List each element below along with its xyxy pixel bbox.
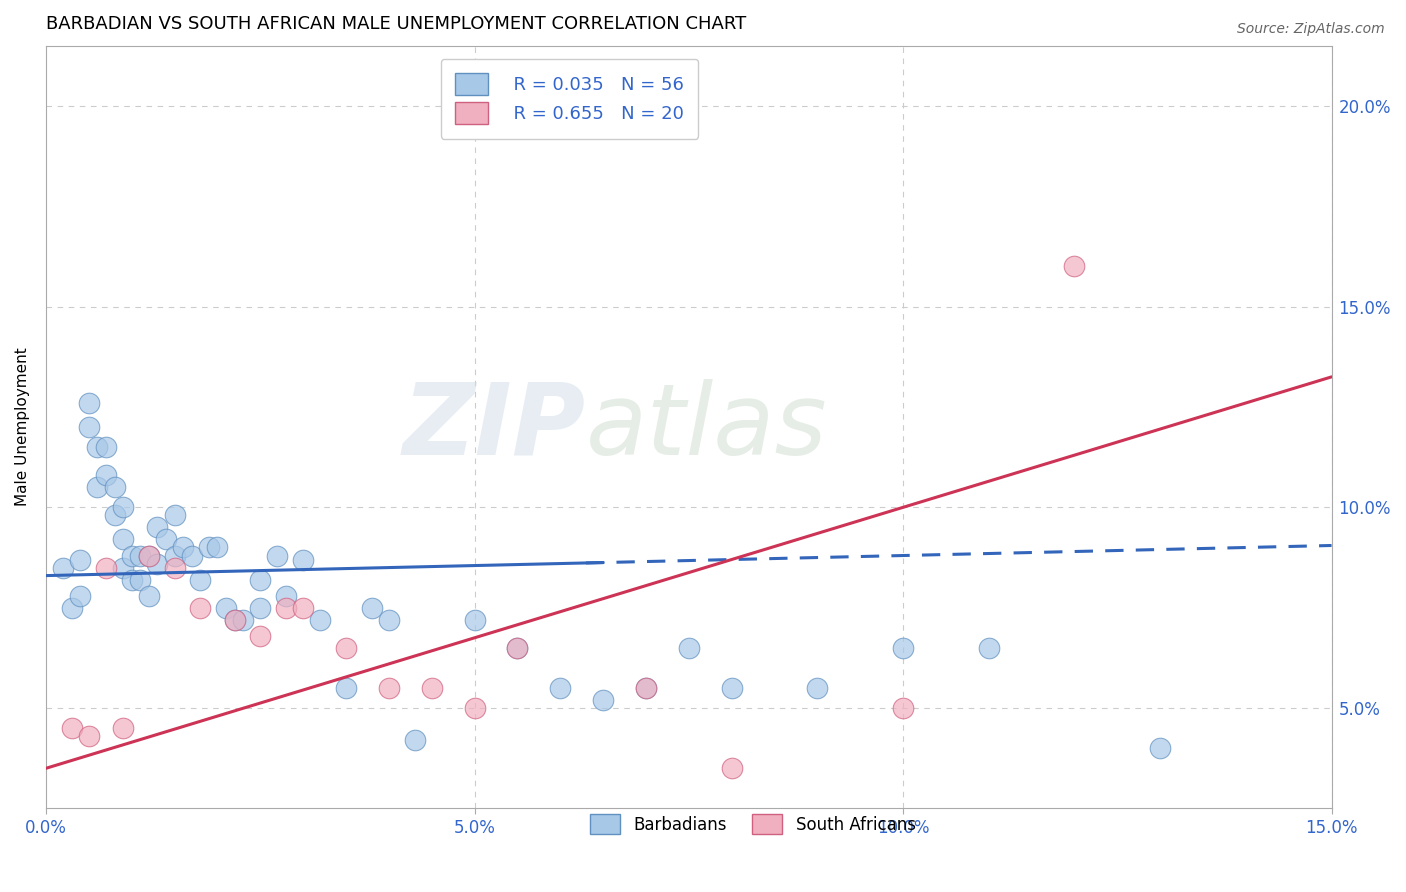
Point — [112, 500, 135, 515]
Point — [335, 640, 357, 655]
Point — [129, 573, 152, 587]
Point — [94, 560, 117, 574]
Point — [292, 552, 315, 566]
Point — [977, 640, 1000, 655]
Y-axis label: Male Unemployment: Male Unemployment — [15, 348, 30, 507]
Point — [207, 541, 229, 555]
Point — [215, 600, 238, 615]
Text: ZIP: ZIP — [404, 378, 586, 475]
Point — [404, 733, 426, 747]
Point — [112, 533, 135, 547]
Point — [891, 701, 914, 715]
Point — [720, 761, 742, 775]
Point — [188, 573, 211, 587]
Point — [52, 560, 75, 574]
Point — [506, 640, 529, 655]
Point — [463, 701, 485, 715]
Point — [274, 600, 297, 615]
Point — [224, 613, 246, 627]
Point — [274, 589, 297, 603]
Point — [121, 573, 143, 587]
Point — [103, 480, 125, 494]
Point — [94, 468, 117, 483]
Point — [378, 613, 401, 627]
Point — [335, 681, 357, 695]
Point — [60, 721, 83, 735]
Point — [249, 629, 271, 643]
Point — [121, 549, 143, 563]
Text: atlas: atlas — [586, 378, 828, 475]
Point — [292, 600, 315, 615]
Point — [249, 573, 271, 587]
Point — [266, 549, 288, 563]
Point — [77, 729, 100, 743]
Text: BARBADIAN VS SOUTH AFRICAN MALE UNEMPLOYMENT CORRELATION CHART: BARBADIAN VS SOUTH AFRICAN MALE UNEMPLOY… — [46, 15, 747, 33]
Point — [94, 440, 117, 454]
Point — [69, 589, 91, 603]
Point — [77, 396, 100, 410]
Point — [86, 480, 108, 494]
Point — [112, 721, 135, 735]
Point — [506, 640, 529, 655]
Point — [232, 613, 254, 627]
Point — [146, 557, 169, 571]
Point — [420, 681, 443, 695]
Point — [86, 440, 108, 454]
Point — [60, 600, 83, 615]
Point — [138, 549, 160, 563]
Point — [634, 681, 657, 695]
Point — [163, 560, 186, 574]
Point — [360, 600, 382, 615]
Point — [224, 613, 246, 627]
Point — [720, 681, 742, 695]
Point — [309, 613, 332, 627]
Point — [592, 693, 614, 707]
Point — [198, 541, 221, 555]
Point — [249, 600, 271, 615]
Point — [806, 681, 828, 695]
Point — [463, 613, 485, 627]
Point — [163, 549, 186, 563]
Point — [103, 508, 125, 523]
Legend: Barbadians, South Africans: Barbadians, South Africans — [579, 802, 928, 846]
Point — [188, 600, 211, 615]
Point — [1234, 822, 1257, 836]
Point — [69, 552, 91, 566]
Point — [1063, 260, 1085, 274]
Point — [172, 541, 194, 555]
Text: Source: ZipAtlas.com: Source: ZipAtlas.com — [1237, 22, 1385, 37]
Point — [155, 533, 177, 547]
Point — [77, 420, 100, 434]
Point — [378, 681, 401, 695]
Point — [891, 640, 914, 655]
Point — [678, 640, 700, 655]
Point — [1149, 741, 1171, 756]
Point — [548, 681, 571, 695]
Point — [138, 589, 160, 603]
Point — [634, 681, 657, 695]
Point — [163, 508, 186, 523]
Point — [138, 549, 160, 563]
Point — [129, 549, 152, 563]
Point — [146, 520, 169, 534]
Point — [112, 560, 135, 574]
Point — [180, 549, 202, 563]
